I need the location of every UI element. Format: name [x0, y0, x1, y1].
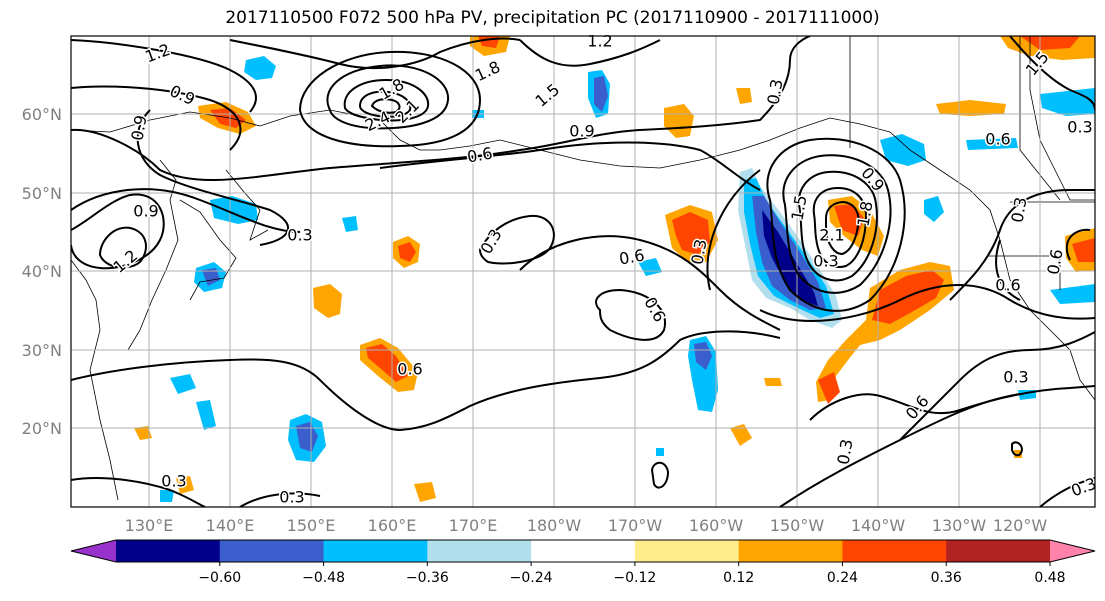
lon-label-120w: 120°W	[993, 516, 1048, 535]
colorbar-segment	[634, 540, 740, 562]
precip-positive-areas	[134, 36, 1095, 502]
colorbar-segment	[531, 540, 636, 562]
colorbar-tick-label: −0.60	[198, 570, 241, 586]
borders	[849, 36, 1095, 290]
lat-label-30n: 30°N	[22, 341, 62, 360]
contour-label: 0.6	[985, 130, 1010, 149]
colorbar-tick-label: 0.24	[827, 570, 858, 586]
contour-label: 0.3	[813, 252, 838, 271]
colorbar-segment	[219, 540, 325, 562]
contour-label: 1.8	[853, 200, 876, 228]
colorbar-tick-label: −0.12	[613, 570, 656, 586]
colorbar-segment	[116, 540, 221, 562]
contour-label: 0.6	[1043, 248, 1066, 276]
colorbar: −0.60 −0.48 −0.36 −0.24 −0.12 0.12 0.24 0.36 0.4…	[70, 539, 1096, 586]
map-frame	[70, 35, 1096, 508]
lon-label-130w: 130°W	[932, 516, 987, 535]
lat-label-50n: 50°N	[22, 184, 62, 203]
contour-label: 0.6	[995, 276, 1020, 295]
lat-label-40n: 40°N	[22, 262, 62, 281]
contour-label: 0.3	[161, 472, 186, 491]
lon-label-140e: 140°E	[206, 516, 255, 535]
colorbar-segment	[842, 540, 947, 562]
coastlines	[71, 36, 1095, 501]
chart-title: 2017110500 F072 500 hPa PV, precipitatio…	[225, 8, 880, 28]
colorbar-segment	[946, 540, 1051, 562]
lon-label-140w: 140°W	[851, 516, 906, 535]
contour-label: 0.9	[569, 122, 594, 141]
lon-label-170e: 170°E	[449, 516, 498, 535]
contour-label: 0.3	[287, 226, 312, 245]
colorbar-extend-low	[71, 540, 116, 562]
contour-label: 0.3	[687, 238, 710, 266]
colorbar-extend-high	[1050, 540, 1095, 562]
contour-label: 2.1	[819, 226, 844, 245]
colorbar-segment	[738, 540, 843, 562]
colorbar-tick-label: −0.48	[302, 570, 345, 586]
lat-label-20n: 20°N	[22, 419, 62, 438]
colorbar-tick-label: −0.24	[510, 570, 553, 586]
lon-label-160e: 160°E	[368, 516, 417, 535]
colorbar-tick-label: −0.36	[406, 570, 449, 586]
contour-label: 0.3	[1067, 118, 1092, 137]
pv-contours	[71, 36, 1095, 507]
lon-label-180w: 180°W	[527, 516, 582, 535]
colorbar-tick-label: 0.48	[1034, 570, 1065, 586]
contour-label: 0.3	[1003, 368, 1028, 387]
contour-label: 0.9	[133, 202, 158, 221]
lon-label-130e: 130°E	[125, 516, 174, 535]
lat-label-60n: 60°N	[22, 105, 62, 124]
lon-label-170w: 170°W	[608, 516, 663, 535]
lon-label-150e: 150°E	[287, 516, 336, 535]
contour-label: 0.3	[279, 488, 304, 507]
colorbar-tick-label: 0.36	[931, 570, 962, 586]
lon-label-160w: 160°W	[689, 516, 744, 535]
colorbar-segment	[323, 540, 428, 562]
contour-label: 1.2	[587, 32, 612, 51]
colorbar-segment	[427, 540, 532, 562]
colorbar-tick-label: 0.12	[723, 570, 754, 586]
contour-label: 0.6	[397, 360, 422, 379]
contour-label: 0.3	[763, 78, 786, 106]
lon-label-150w: 150°W	[770, 516, 825, 535]
